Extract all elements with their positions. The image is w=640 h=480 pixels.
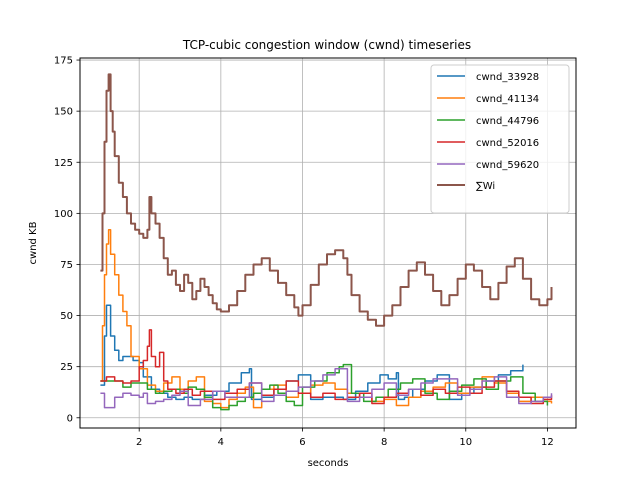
y-tick-label: 75 bbox=[60, 260, 73, 271]
y-tick-label: 25 bbox=[60, 362, 73, 373]
series-lines bbox=[100, 73, 553, 411]
legend-label-0: cwnd_33928 bbox=[476, 72, 539, 83]
x-tick-label: 10 bbox=[459, 437, 472, 448]
x-tick-label: 4 bbox=[218, 437, 224, 448]
y-tick-label: 100 bbox=[54, 209, 73, 220]
y-tick-label: 175 bbox=[54, 56, 73, 67]
y-axis-ticks: 0 25 50 75 100 125 150 175 bbox=[54, 56, 80, 424]
series-line-5 bbox=[100, 73, 553, 327]
y-tick-label: 150 bbox=[54, 107, 73, 118]
x-tick-label: 8 bbox=[381, 437, 387, 448]
legend-label-5: ∑Wi bbox=[476, 181, 495, 192]
y-tick-label: 125 bbox=[54, 158, 73, 169]
x-tick-label: 2 bbox=[136, 437, 142, 448]
y-axis-label: cwnd KB bbox=[28, 221, 39, 264]
y-tick-label: 0 bbox=[67, 413, 73, 424]
legend: cwnd_33928 cwnd_41134 cwnd_44796 cwnd_52016… bbox=[430, 64, 570, 214]
x-tick-label: 12 bbox=[541, 437, 554, 448]
series-line-3 bbox=[100, 329, 553, 405]
legend-label-2: cwnd_44796 bbox=[476, 116, 539, 127]
legend-label-3: cwnd_52016 bbox=[476, 138, 539, 149]
x-tick-label: 6 bbox=[299, 437, 305, 448]
series-line-4 bbox=[100, 367, 553, 409]
plot-frame bbox=[79, 57, 577, 429]
chart-title: TCP-cubic congestion window (cwnd) times… bbox=[182, 38, 471, 52]
legend-label-4: cwnd_59620 bbox=[476, 160, 539, 171]
x-axis-ticks: 2 4 6 8 10 12 bbox=[136, 428, 554, 448]
x-axis-label: seconds bbox=[308, 458, 349, 469]
legend-box bbox=[430, 64, 570, 214]
legend-label-1: cwnd_41134 bbox=[476, 94, 539, 105]
y-tick-label: 50 bbox=[60, 311, 73, 322]
